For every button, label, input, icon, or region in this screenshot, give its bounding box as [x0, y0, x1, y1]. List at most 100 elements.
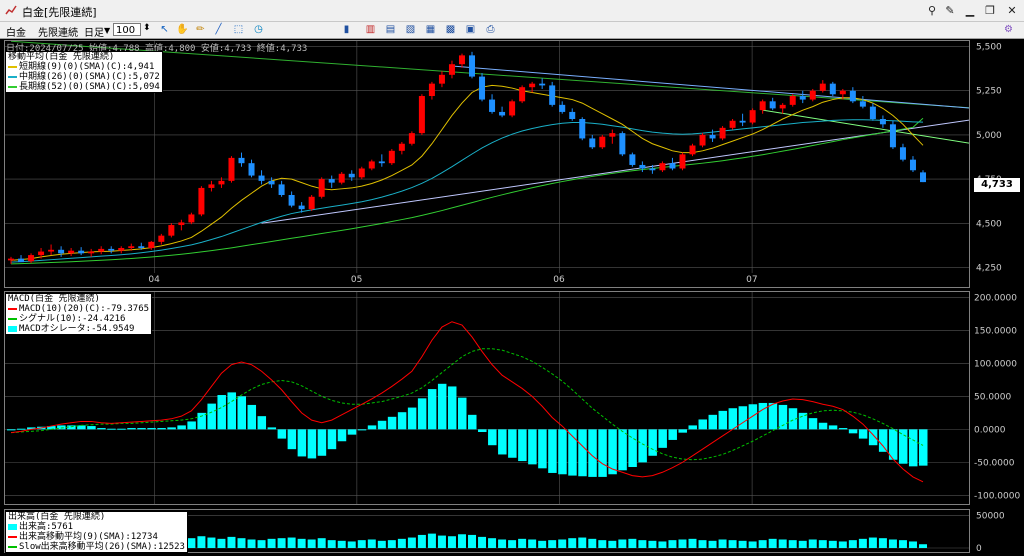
candle-body [769, 101, 776, 109]
menu-contract[interactable]: 先限連続 [38, 28, 78, 39]
candle-body [749, 110, 756, 123]
candle-body [278, 184, 285, 195]
pencil-icon[interactable]: ✏ [196, 24, 205, 35]
ma-legend[interactable]: 移動平均(白金 先限連続) 短期線(9)(0)(SMA)(C):4,941 中期… [5, 51, 163, 93]
macd-osc-bar [668, 429, 677, 440]
candle-body [318, 179, 325, 197]
candle-body [138, 246, 145, 249]
macd-osc-bar [417, 398, 427, 430]
volume-bar [588, 538, 597, 548]
candle-body [78, 250, 85, 254]
macd-chart [5, 292, 969, 504]
candle-body [38, 251, 45, 256]
candle-body [188, 214, 195, 223]
macd-osc-bar [267, 427, 277, 430]
macd-chart-panel[interactable] [4, 291, 970, 505]
hand-icon[interactable]: ✋ [176, 24, 189, 35]
macd-legend[interactable]: MACD(白金 先限連続) MACD(10)(20)(C):-79.3765 シ… [5, 293, 153, 335]
compare-icon[interactable]: ▧ [405, 24, 416, 35]
macd-osc-bar [107, 428, 116, 430]
pin-icon[interactable]: ✎ [945, 4, 955, 17]
macd-osc-bar [508, 429, 517, 458]
menu-commodity[interactable]: 白金 [6, 28, 26, 39]
volume-bar [367, 539, 376, 548]
zoom-input[interactable]: 100 [113, 23, 141, 36]
candle-body [458, 55, 465, 65]
candle-body [308, 196, 315, 210]
candle-body [248, 163, 255, 176]
macd-osc-bar [77, 425, 86, 430]
macd-osc-bar [457, 397, 467, 430]
volume-bar [197, 536, 206, 548]
macd-osc-bar [478, 429, 487, 433]
candle-chart-icon[interactable]: ▥ [365, 24, 376, 35]
volume-bar [828, 540, 837, 548]
macd-osc-bar [57, 425, 66, 430]
link-icon[interactable]: ⚲ [927, 4, 937, 17]
print-icon[interactable]: ⎙ [486, 24, 495, 35]
volume-bar [838, 541, 847, 548]
volume-bar [347, 541, 356, 548]
volume-tick-label: 0 [976, 544, 982, 553]
window-title: 白金[先限連続] [22, 6, 97, 19]
candle-body [659, 163, 666, 171]
macd-osc-bar [518, 429, 527, 462]
settings-icon[interactable]: ⚙ [1004, 24, 1013, 35]
clock-icon[interactable]: ◷ [254, 24, 263, 35]
volume-chart [5, 515, 969, 549]
candle-body [569, 111, 576, 119]
candle-body [909, 159, 916, 171]
spinner-icon[interactable]: ⬍ [143, 23, 151, 33]
table-icon[interactable]: ▦ [425, 24, 436, 35]
candle-body [48, 249, 55, 252]
grid-icon[interactable]: ▩ [445, 24, 456, 35]
macd-osc-bar [287, 429, 297, 450]
price-chart-panel[interactable] [4, 40, 970, 288]
macd-osc-bar [97, 428, 106, 430]
macd-osc-bar [608, 429, 617, 475]
bar-chart-icon[interactable]: ▮ [343, 24, 350, 35]
macd-osc-bar [137, 428, 146, 430]
macd-osc-bar [798, 412, 808, 430]
price-tick-label: 4,250 [976, 263, 1002, 273]
volume-bar [628, 538, 637, 548]
volume-bar [668, 540, 677, 548]
cursor-icon[interactable]: ↖ [160, 24, 169, 35]
close-button[interactable]: ✕ [1007, 4, 1017, 17]
ma-legend-mid: 中期線(26)(0)(SMA)(C):5,072 [8, 72, 160, 82]
volume-bar [688, 538, 697, 548]
candle-body [889, 124, 896, 148]
candle-body [238, 157, 245, 164]
trendline [762, 109, 969, 144]
minimize-button[interactable]: ▁ [965, 4, 975, 17]
layout-icon[interactable]: ▣ [465, 24, 476, 35]
macd-osc-bar [558, 429, 567, 475]
price-tick-label: 5,250 [976, 87, 1002, 97]
macd-osc-bar [447, 386, 457, 430]
candle-body [859, 101, 866, 107]
volume-bar [237, 538, 246, 548]
volume-bar [698, 540, 707, 548]
chevron-down-icon[interactable]: ▼ [104, 26, 111, 35]
indicator-icon[interactable]: ▤ [385, 24, 396, 35]
candle-body [268, 180, 275, 185]
macd-osc-bar [708, 414, 718, 430]
line-tool-icon[interactable]: ╱ [215, 24, 222, 35]
candle-body [98, 248, 105, 252]
candle-body [198, 187, 205, 215]
macd-osc-bar [47, 426, 56, 430]
month-label-06: 06 [553, 275, 565, 285]
macd-osc-bar [568, 429, 577, 476]
macd-osc-bar [878, 429, 888, 452]
candle-body [899, 147, 906, 160]
macd-osc-bar [367, 425, 377, 430]
volume-legend[interactable]: 出来高(白金 先限連続) 出来高:5761 出来高移動平均(9)(SMA):12… [5, 511, 188, 553]
month-axis: 04 05 06 07 [4, 274, 970, 288]
volume-bar [447, 536, 456, 548]
restore-button[interactable]: ❐ [985, 4, 995, 17]
candle-body [438, 74, 445, 84]
price-tick-label: 5,500 [976, 43, 1002, 53]
macd-osc-bar [838, 428, 848, 430]
select-tool-icon[interactable]: ⬚ [233, 24, 244, 35]
period-select[interactable]: 日足 [84, 28, 104, 39]
